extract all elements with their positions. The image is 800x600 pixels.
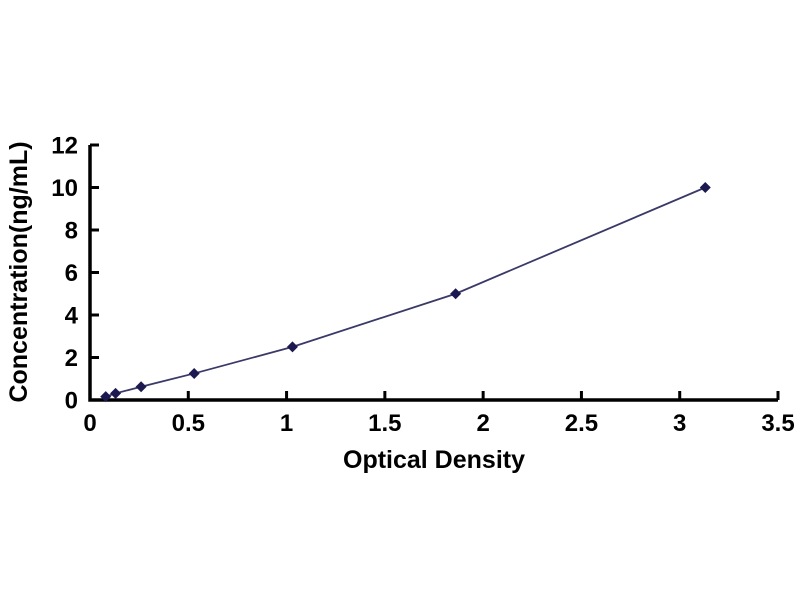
data-point-marker (450, 288, 462, 300)
y-tick-label: 10 (51, 175, 78, 202)
x-tick-label: 1.5 (368, 410, 401, 437)
x-tick-label: 2.5 (565, 410, 598, 437)
data-point-marker (188, 367, 200, 379)
data-point-marker (110, 387, 122, 399)
data-point-marker (286, 341, 298, 353)
y-tick-label: 2 (65, 345, 78, 372)
y-tick-label: 0 (65, 388, 78, 415)
standard-curve-line (105, 186, 706, 398)
y-tick-label: 6 (65, 260, 78, 287)
x-tick-label: 3 (673, 410, 686, 437)
data-point-marker (100, 391, 112, 403)
y-axis-label: Concentration(ng/mL) (5, 141, 33, 402)
y-tick-label: 12 (51, 133, 78, 160)
plot-area: 0 0.5 1 1.5 2 2.5 3 3.5 0 2 4 6 8 10 12 (51, 133, 794, 438)
x-tick-label: 0 (83, 410, 96, 437)
y-tick-label: 8 (65, 218, 78, 245)
x-tick-label: 1 (280, 410, 293, 437)
x-tick-label: 2 (476, 410, 489, 437)
data-point-marker (699, 182, 711, 193)
data-point-marker (135, 381, 147, 393)
x-axis-label: Optical Density (343, 446, 525, 474)
x-tick-label: 0.5 (172, 410, 205, 437)
y-tick-label: 4 (65, 303, 79, 330)
axes (88, 145, 778, 402)
x-tick-label: 3.5 (761, 410, 794, 437)
